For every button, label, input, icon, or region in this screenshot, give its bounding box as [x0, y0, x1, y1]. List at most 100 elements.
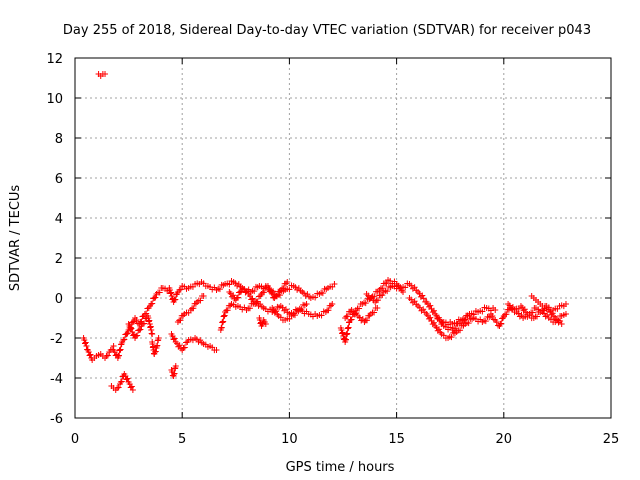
data-point-fill: [534, 313, 541, 320]
data-point-fill: [420, 306, 427, 313]
axis-ticks: 0 5 10 15 20 25 -6 -4 -2 0 2 4 6 8 10 12: [46, 52, 619, 447]
data-point: [213, 347, 220, 353]
data-point-fill: [134, 332, 141, 339]
data-point-fill: [503, 311, 510, 318]
y-tick-label: 0: [55, 292, 63, 307]
data-point-fill: [197, 297, 204, 304]
data-point-fill: [280, 285, 287, 292]
data-point-fill: [356, 305, 363, 312]
data-point: [562, 311, 569, 317]
y-tick-label: -2: [50, 332, 63, 347]
data-point-fill: [325, 307, 332, 314]
data-point-fill: [312, 294, 319, 301]
data-point-fill: [115, 384, 122, 391]
data-point-fill: [254, 298, 261, 305]
y-tick-label: 2: [55, 252, 63, 267]
x-tick-label: 25: [603, 432, 620, 447]
data-point-fill: [419, 292, 426, 299]
data-point-fill: [282, 306, 289, 313]
data-point-fill: [152, 294, 159, 301]
data-point: [200, 293, 207, 299]
data-point-fill: [141, 320, 148, 327]
data-point-fill: [279, 304, 286, 311]
data-point-fill: [448, 334, 455, 341]
y-tick-label: 4: [55, 212, 63, 227]
data-point-fill: [383, 280, 390, 287]
data-point: [303, 301, 310, 307]
data-point-fill: [384, 288, 391, 295]
x-tick-label: 15: [388, 432, 405, 447]
data-point-fill: [226, 281, 233, 288]
data-point: [262, 321, 269, 327]
data-point-fill: [411, 284, 418, 291]
y-tick-label: 8: [55, 132, 63, 147]
data-point-fill: [365, 292, 372, 299]
data-point-fill: [529, 309, 536, 316]
y-tick-label: 6: [55, 172, 63, 187]
data-point-fill: [339, 329, 346, 336]
data-point-fill: [117, 346, 124, 353]
data-point-fill: [224, 307, 231, 314]
x-tick-label: 10: [281, 432, 298, 447]
data-point: [492, 307, 499, 313]
data-point-fill: [82, 339, 89, 346]
data-point: [374, 305, 381, 311]
data-point-fill: [121, 336, 128, 343]
y-axis-title: SDTVAR / TECUs: [8, 185, 23, 292]
grid: [75, 58, 611, 418]
x-tick-label: 5: [178, 432, 186, 447]
data-point-fill: [273, 293, 280, 300]
data-point-fill: [364, 317, 371, 324]
x-tick-label: 20: [496, 432, 513, 447]
data-point-fill: [371, 309, 378, 316]
data-point-fill: [375, 297, 382, 304]
data-point: [172, 363, 179, 369]
data-point-fill: [379, 285, 386, 292]
data-point-fill: [371, 293, 378, 300]
data-point-fill: [430, 307, 437, 314]
data-point-fill: [465, 320, 472, 327]
data-point-fill: [171, 335, 178, 342]
data-point-fill: [416, 304, 423, 311]
data-point-fill: [168, 289, 175, 296]
data-point-fill: [402, 284, 409, 291]
data-point-fill: [286, 286, 293, 293]
data-point-fill: [453, 320, 460, 327]
data-point: [129, 387, 136, 393]
data-point-fill: [176, 342, 183, 349]
x-axis-title: GPS time / hours: [286, 460, 395, 475]
data-point-fill: [462, 316, 469, 323]
data-point-fill: [344, 313, 351, 320]
data-point-fill: [152, 348, 159, 355]
data-point-fill: [427, 314, 434, 321]
data-point-fill: [493, 319, 500, 325]
data-point-fill: [249, 295, 256, 302]
data-point-fill: [216, 286, 223, 293]
data-point-fill: [489, 313, 496, 319]
chart-title: Day 255 of 2018, Sidereal Day-to-day VTE…: [63, 23, 591, 38]
y-tick-label: -6: [50, 412, 63, 427]
data-point-fill: [408, 296, 415, 303]
data-point-fill: [177, 286, 184, 293]
y-tick-label: -4: [50, 372, 63, 387]
data-point-fill: [83, 343, 90, 349]
data-point-fill: [379, 292, 386, 299]
data-point-fill: [319, 290, 326, 297]
data-point-fill: [420, 295, 427, 302]
data-point-fill: [436, 326, 443, 333]
data-point-fill: [118, 378, 125, 385]
data-point-fill: [115, 352, 122, 359]
data-point: [329, 301, 336, 307]
x-tick-label: 0: [71, 432, 79, 447]
data-point-fill: [133, 317, 140, 323]
data-point-fill: [128, 383, 135, 390]
data-point-fill: [549, 310, 556, 317]
data-point-fill: [457, 327, 464, 334]
data-point-fill: [408, 282, 415, 289]
data-point-fill: [268, 287, 275, 294]
data-point-fill: [261, 289, 268, 296]
data-point-fill: [190, 305, 197, 312]
data-points: [80, 71, 569, 393]
data-point-fill: [273, 308, 280, 315]
data-point-fill: [246, 305, 253, 312]
